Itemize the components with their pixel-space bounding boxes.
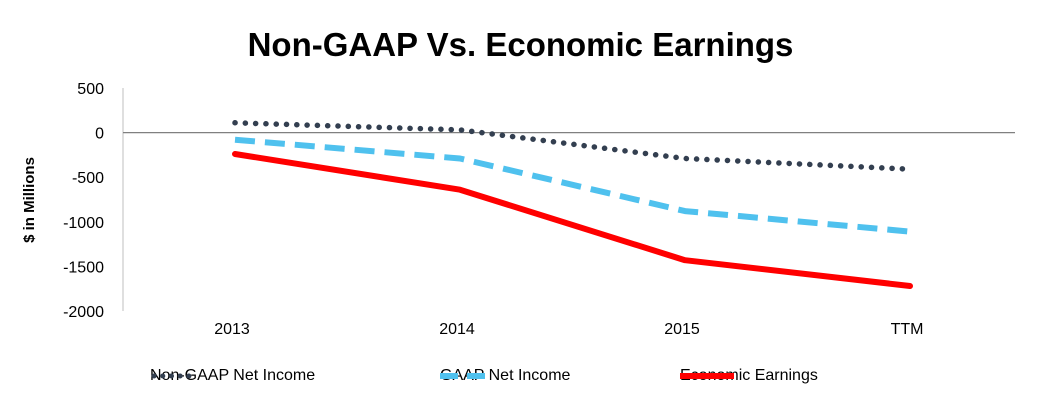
series-line-economic-earnings [232,151,913,289]
x-tick-label: 2013 [214,321,250,338]
y-tick-label: -1500 [63,259,104,276]
legend-swatch-economic [680,373,734,379]
legend-swatch-gaap [440,373,490,379]
axes: 500 0 -500 -1000 -1500 -2000 2013 2014 2015 TTM [63,81,1015,338]
series-line-non-gaap-net-income [232,120,913,172]
y-tick-label: -1000 [63,215,104,232]
legend-item-economic: Economic Earnings [680,364,818,388]
legend-item-non-gaap: Non-GAAP Net Income [150,364,315,388]
x-tick-label: TTM [891,321,924,338]
legend-label-economic: Economic Earnings [680,367,818,384]
series-line-gaap-net-income [234,136,911,235]
legend: Non-GAAP Net Income GAAP Net Income Econ… [0,364,1041,388]
chart-title: Non-GAAP Vs. Economic Earnings [247,26,794,63]
y-tick-label: -500 [72,170,104,187]
legend-label-non-gaap: Non-GAAP Net Income [150,367,316,384]
x-tick-label: 2015 [664,321,700,338]
y-tick-label: 0 [95,126,104,143]
legend-label-gaap: GAAP Net Income [440,367,571,384]
y-tick-label: -2000 [63,304,104,321]
series-layer [232,120,913,289]
y-axis-label: $ in Millions [21,157,38,243]
y-tick-label: 500 [77,81,104,98]
legend-item-gaap: GAAP Net Income [440,364,570,388]
legend-swatch-non-gaap [151,373,198,379]
x-tick-label: 2014 [439,321,475,338]
